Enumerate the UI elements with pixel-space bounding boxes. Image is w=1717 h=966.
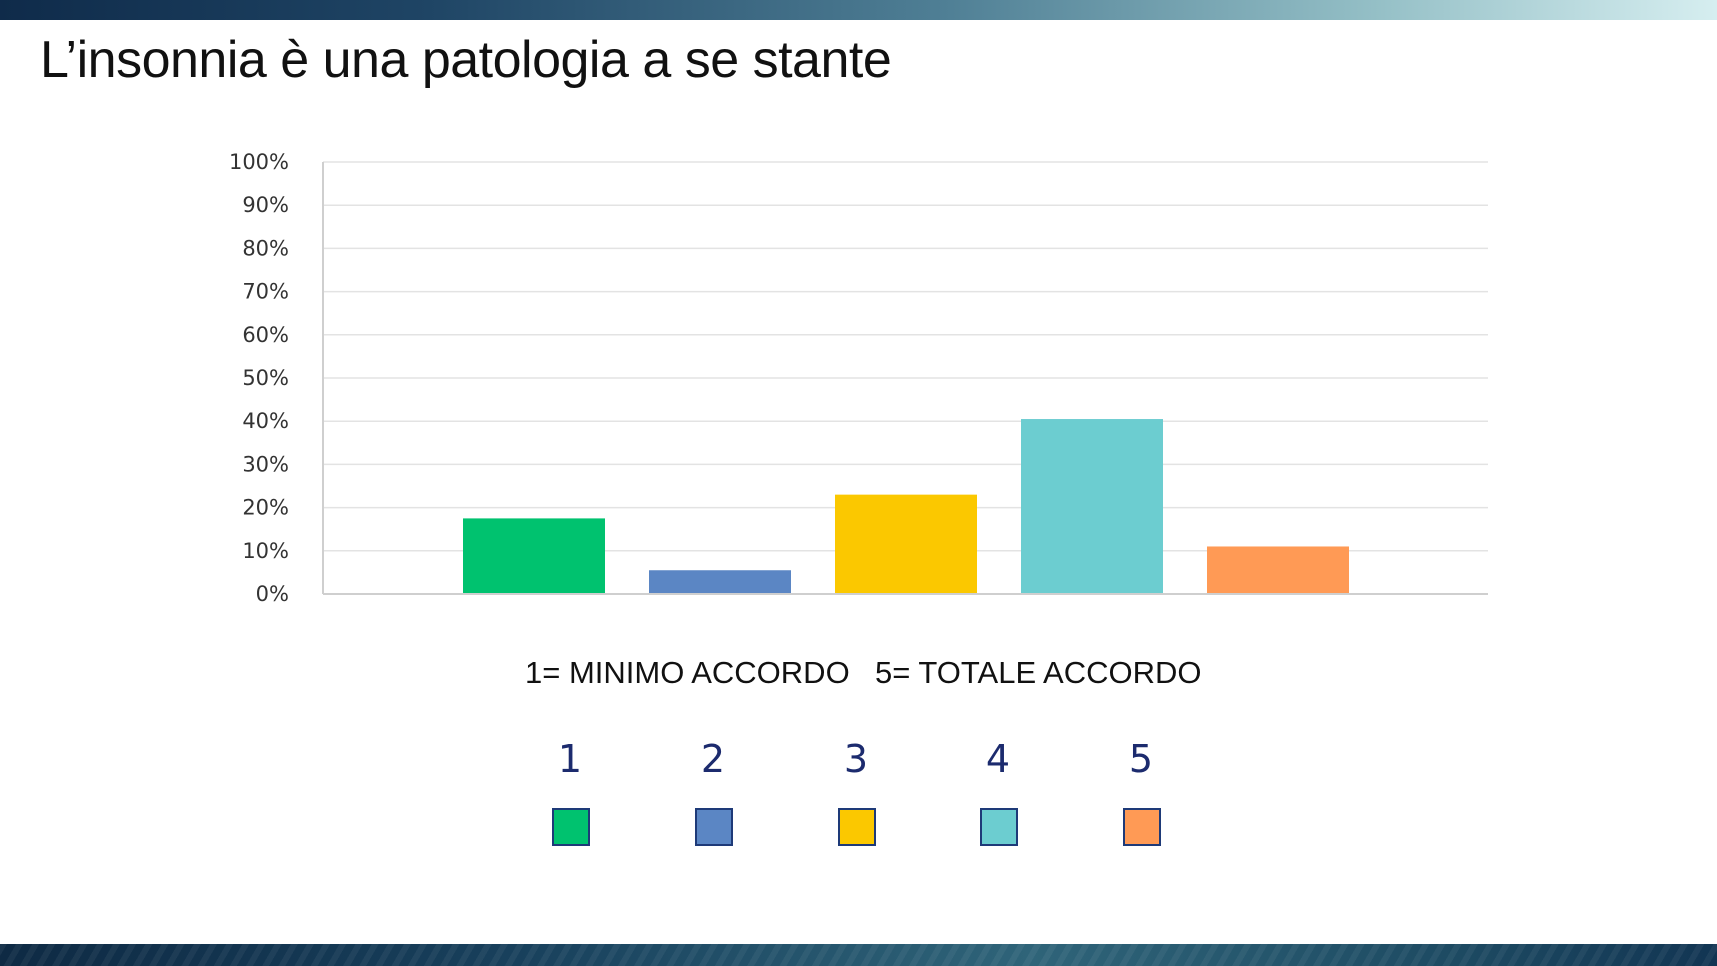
bar-3 (835, 494, 977, 594)
legend-label: 4 (985, 737, 1011, 781)
y-tick-label: 90% (242, 193, 289, 217)
legend-swatch (1123, 808, 1161, 846)
y-axis-ticks: 0% 10% 20% 30% 40% 50% 60% 70% 80% 90% 100% (229, 150, 289, 606)
bar-4 (1021, 419, 1163, 594)
bar-5 (1207, 546, 1349, 594)
y-tick-label: 40% (242, 409, 289, 433)
legend-swatch (838, 808, 876, 846)
legend-swatch (695, 808, 733, 846)
y-tick-label: 100% (229, 150, 289, 174)
y-tick-label: 30% (242, 452, 289, 476)
legend-item-2: 2 (683, 735, 743, 846)
y-tick-label: 80% (242, 236, 289, 260)
legend-swatch (980, 808, 1018, 846)
bar-2 (649, 570, 791, 594)
gridlines (323, 161, 1488, 552)
legend-label: 3 (843, 737, 869, 781)
axes (322, 162, 1488, 595)
y-tick-label: 60% (242, 323, 289, 347)
legend-label: 2 (700, 737, 726, 781)
scale-min-label: 1= MINIMO ACCORDO (525, 655, 850, 690)
bar-1 (463, 518, 605, 594)
legend-item-5: 5 (1111, 735, 1171, 846)
y-tick-label: 10% (242, 539, 289, 563)
slide-title: L’insonnia è una patologia a se stante (40, 31, 892, 89)
legend-swatch (552, 808, 590, 846)
y-tick-label: 70% (242, 280, 289, 304)
legend-item-3: 3 (826, 735, 886, 846)
legend-item-4: 4 (968, 735, 1028, 846)
y-tick-label: 0% (256, 582, 289, 606)
scale-max-label: 5= TOTALE ACCORDO (875, 655, 1202, 690)
top-decorative-bar (0, 0, 1717, 20)
y-tick-label: 20% (242, 496, 289, 520)
bars (463, 419, 1349, 594)
legend-item-1: 1 (540, 735, 600, 846)
legend-label: 1 (557, 737, 583, 781)
y-tick-label: 50% (242, 366, 289, 390)
legend-label: 5 (1128, 737, 1154, 781)
bottom-decorative-bar (0, 944, 1717, 966)
